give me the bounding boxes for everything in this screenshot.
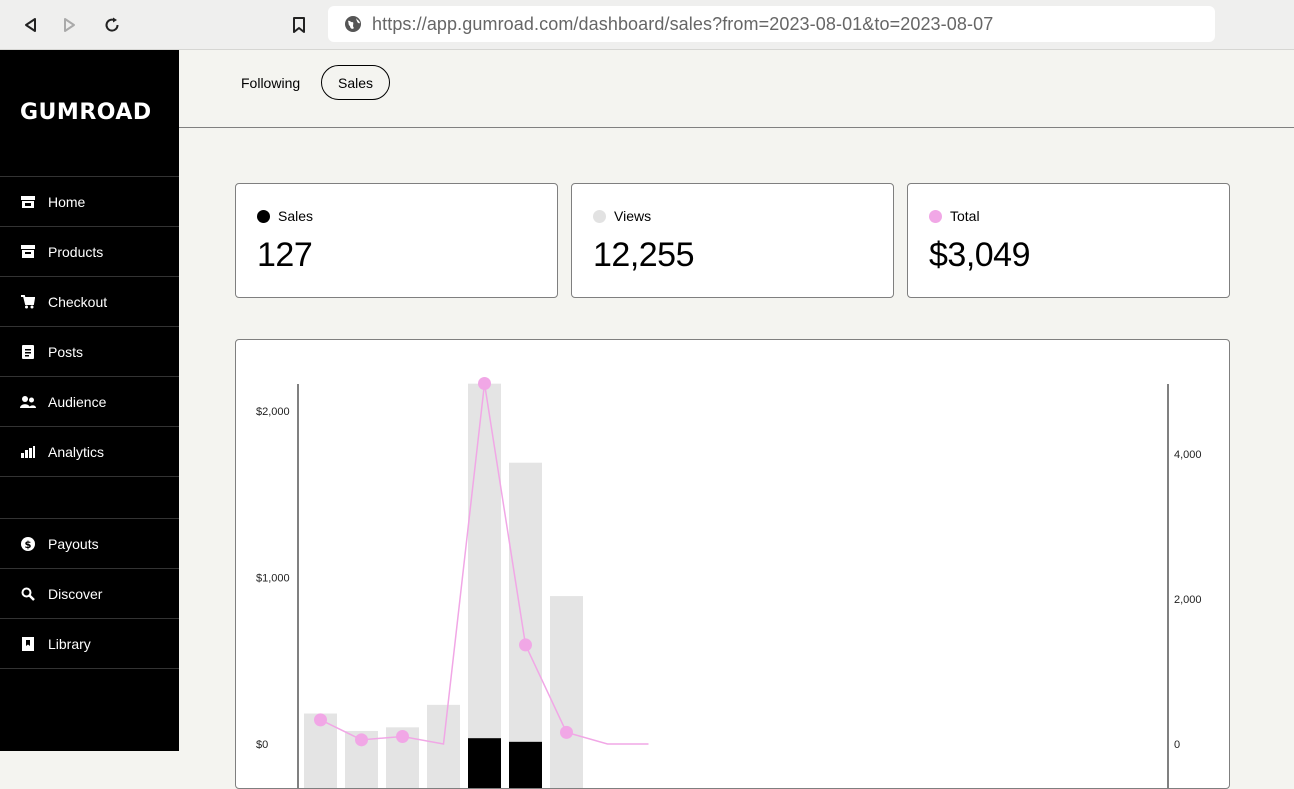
sidebar-item-discover[interactable]: Discover bbox=[0, 568, 179, 618]
stat-value: $3,049 bbox=[929, 236, 1031, 274]
sidebar-item-label: Home bbox=[48, 193, 86, 210]
stat-header: Total bbox=[929, 208, 980, 224]
sidebar-item-label: Library bbox=[48, 635, 91, 652]
legend-dot bbox=[593, 209, 606, 223]
document-icon bbox=[20, 344, 36, 360]
stat-card-total: Total $3,049 bbox=[907, 183, 1230, 298]
forward-icon[interactable] bbox=[55, 0, 85, 50]
stat-value: 12,255 bbox=[593, 236, 695, 274]
sidebar-item-label: Analytics bbox=[48, 443, 105, 460]
legend-dot bbox=[929, 209, 942, 223]
sales-chart-card: $0 $1,000 $2,000 0 2,000 4,000 bbox=[235, 339, 1230, 789]
views-bar bbox=[550, 596, 583, 788]
left-axis-tick-label: $2,000 bbox=[256, 406, 290, 418]
svg-text:$: $ bbox=[25, 540, 32, 551]
main-content: Following Sales Sales 127 Views 12,255 T… bbox=[179, 50, 1294, 789]
right-axis-tick-label: 0 bbox=[1174, 739, 1180, 751]
sales-chart: $0 $1,000 $2,000 0 2,000 4,000 bbox=[256, 377, 1202, 788]
sidebar-item-audience[interactable]: Audience bbox=[0, 376, 179, 426]
sidebar-item-home[interactable]: Home bbox=[0, 176, 179, 226]
left-axis-tick-label: $1,000 bbox=[256, 573, 290, 585]
sidebar-item-checkout[interactable]: Checkout bbox=[0, 276, 179, 326]
bookmark-icon[interactable] bbox=[284, 0, 314, 50]
stat-card-views: Views 12,255 bbox=[571, 183, 894, 298]
globe-icon bbox=[344, 15, 362, 33]
bar-chart-icon bbox=[20, 444, 36, 460]
page-header: Following Sales bbox=[179, 50, 1294, 128]
views-bar bbox=[427, 704, 460, 788]
sidebar-spacer bbox=[0, 668, 179, 751]
left-axis-tick-label: $0 bbox=[256, 739, 268, 751]
address-bar[interactable]: https://app.gumroad.com/dashboard/sales?… bbox=[328, 6, 1215, 42]
stat-header: Views bbox=[593, 208, 651, 224]
stat-label: Sales bbox=[278, 208, 314, 224]
sidebar-item-label: Payouts bbox=[48, 535, 99, 552]
archive-icon bbox=[20, 244, 36, 260]
browser-toolbar: https://app.gumroad.com/dashboard/sales?… bbox=[0, 0, 1294, 50]
sidebar-spacer bbox=[0, 476, 179, 518]
total-point bbox=[560, 725, 573, 739]
stat-label: Views bbox=[614, 208, 652, 224]
sidebar-item-label: Discover bbox=[48, 585, 103, 602]
url-text: https://app.gumroad.com/dashboard/sales?… bbox=[372, 13, 994, 34]
total-point bbox=[478, 377, 491, 391]
sidebar-item-label: Checkout bbox=[48, 293, 108, 310]
back-icon[interactable] bbox=[15, 0, 45, 50]
total-point bbox=[314, 713, 327, 727]
total-point bbox=[396, 730, 409, 744]
total-point bbox=[355, 733, 368, 747]
store-icon bbox=[20, 194, 36, 210]
bookmark-icon bbox=[20, 636, 36, 652]
svg-text:GUMROAD: GUMROAD bbox=[20, 100, 152, 124]
sidebar-item-products[interactable]: Products bbox=[0, 226, 179, 276]
sidebar-item-payouts[interactable]: $ Payouts bbox=[0, 518, 179, 568]
sales-bar bbox=[509, 741, 542, 788]
sidebar: GUMROAD Home Products Checkout Posts Aud… bbox=[0, 50, 179, 751]
people-icon bbox=[20, 394, 36, 410]
sales-bar bbox=[468, 738, 501, 788]
sidebar-item-label: Products bbox=[48, 243, 104, 260]
reload-icon[interactable] bbox=[97, 0, 127, 50]
views-bar bbox=[468, 383, 501, 788]
right-axis-tick-label: 2,000 bbox=[1174, 594, 1202, 606]
views-bar bbox=[509, 462, 542, 788]
sidebar-item-label: Audience bbox=[48, 393, 107, 410]
stat-label: Total bbox=[950, 208, 980, 224]
cart-icon bbox=[20, 294, 36, 310]
sidebar-item-library[interactable]: Library bbox=[0, 618, 179, 668]
tab-following[interactable]: Following bbox=[241, 74, 301, 91]
stat-value: 127 bbox=[257, 236, 313, 274]
gumroad-wordmark: GUMROAD bbox=[20, 100, 152, 125]
search-icon bbox=[20, 586, 36, 602]
gumroad-logo[interactable]: GUMROAD bbox=[20, 98, 160, 130]
dollar-circle-icon: $ bbox=[20, 536, 36, 552]
stat-header: Sales bbox=[257, 208, 313, 224]
stat-card-sales: Sales 127 bbox=[235, 183, 558, 298]
sidebar-item-label: Posts bbox=[48, 343, 84, 360]
total-point bbox=[519, 638, 532, 652]
right-axis-tick-label: 4,000 bbox=[1174, 449, 1202, 461]
sidebar-item-posts[interactable]: Posts bbox=[0, 326, 179, 376]
legend-dot bbox=[257, 209, 270, 223]
sidebar-item-analytics[interactable]: Analytics bbox=[0, 426, 179, 476]
tab-sales[interactable]: Sales bbox=[321, 65, 391, 100]
